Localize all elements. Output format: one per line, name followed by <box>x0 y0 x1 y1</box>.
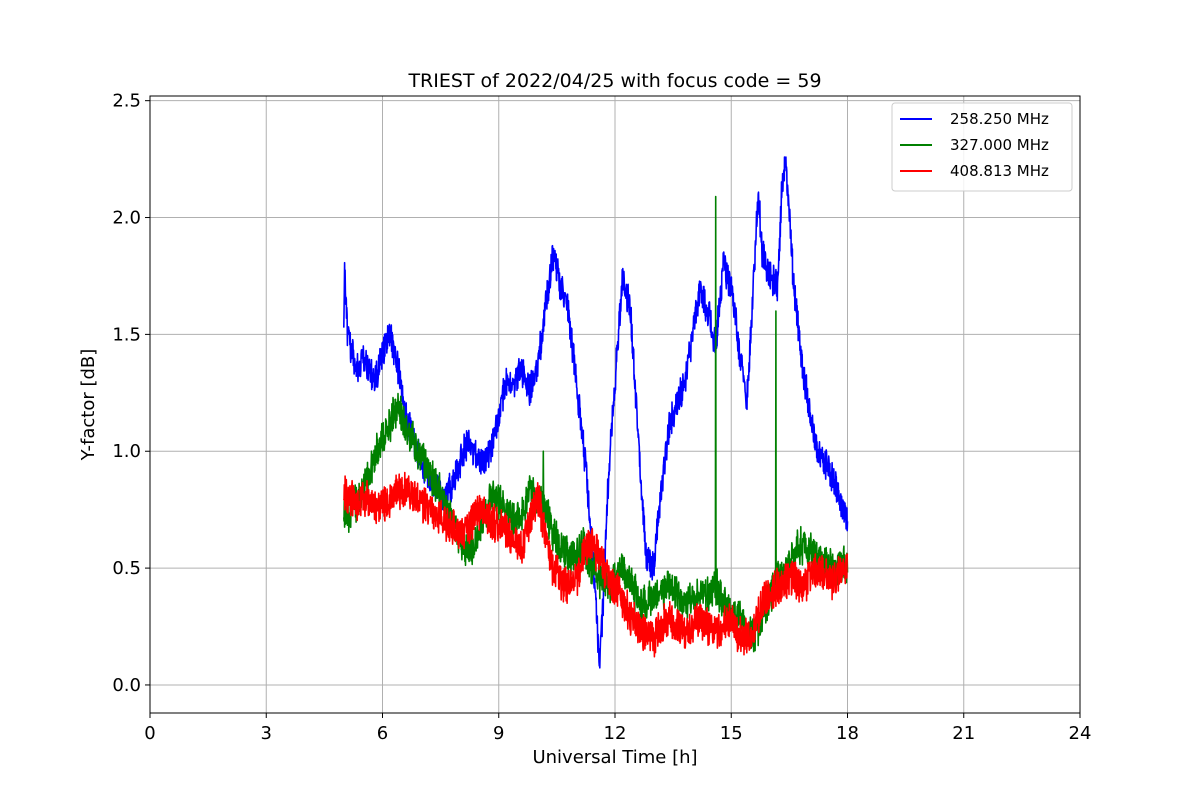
x-tick-label: 18 <box>836 723 859 744</box>
legend-box <box>891 102 1073 192</box>
y-tick-label: 1.5 <box>112 324 141 345</box>
y-tick-label: 2.5 <box>112 91 141 112</box>
y-tick-label: 0.0 <box>112 675 141 696</box>
y-tick-label: 1.0 <box>112 441 141 462</box>
x-tick-label: 15 <box>720 723 743 744</box>
x-tick-label: 24 <box>1069 723 1092 744</box>
y-axis-label: Y-factor [dB] <box>78 349 99 462</box>
x-tick-label: 3 <box>261 723 272 744</box>
ticks: 0 3 6 9 12 15 18 21 24 0.0 0.5 1.0 1.5 2.0 2.5 <box>112 91 1091 744</box>
y-tick-label: 0.5 <box>112 558 141 579</box>
series-line <box>343 156 849 669</box>
x-tick-label: 0 <box>144 723 155 744</box>
x-tick-label: 9 <box>493 723 504 744</box>
legend: 258.250 MHz 327.000 MHz 408.813 MHz <box>891 102 1073 192</box>
legend-entry: 327.000 MHz <box>950 136 1049 154</box>
chart-title: TRIEST of 2022/04/25 with focus code = 5… <box>407 70 821 92</box>
y-tick-label: 2.0 <box>112 208 141 229</box>
x-tick-label: 6 <box>377 723 388 744</box>
series-layer <box>343 156 849 669</box>
legend-entry: 408.813 MHz <box>950 162 1049 180</box>
legend-entry: 258.250 MHz <box>950 110 1049 128</box>
x-tick-label: 12 <box>604 723 627 744</box>
x-tick-label: 21 <box>952 723 975 744</box>
x-axis-label: Universal Time [h] <box>532 747 697 768</box>
series-line <box>343 471 849 658</box>
